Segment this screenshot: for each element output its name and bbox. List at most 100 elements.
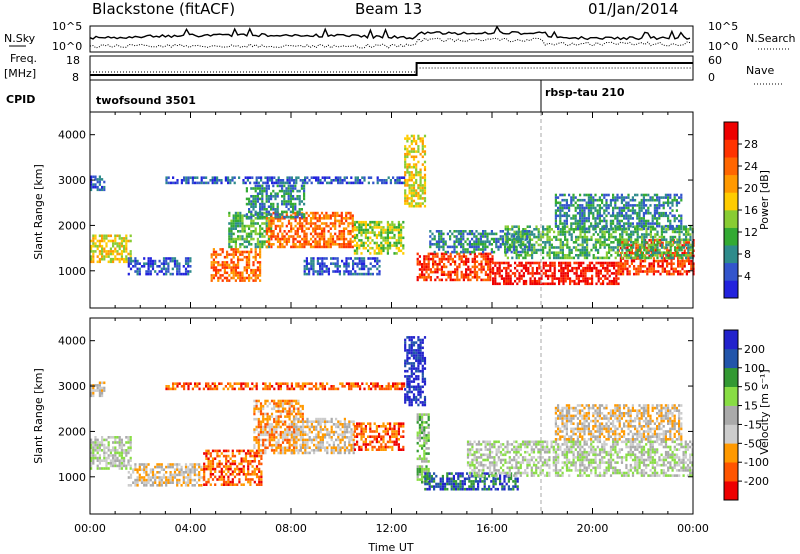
power-cell bbox=[151, 262, 155, 265]
power-cell bbox=[145, 262, 148, 265]
power-cell bbox=[267, 187, 270, 190]
power-cell bbox=[496, 261, 499, 265]
power-cell bbox=[524, 254, 527, 257]
power-cell bbox=[671, 230, 674, 234]
velocity-cell bbox=[171, 476, 174, 479]
power-cell bbox=[676, 238, 679, 241]
power-cell bbox=[636, 214, 639, 218]
power-cell bbox=[342, 217, 346, 220]
power-cell bbox=[230, 245, 233, 249]
power-cell bbox=[506, 225, 509, 228]
power-cell bbox=[574, 219, 577, 223]
power-cell bbox=[610, 248, 613, 252]
velocity-cell bbox=[105, 438, 108, 442]
velocity-cell bbox=[227, 478, 230, 481]
power-cell bbox=[621, 235, 624, 239]
power-cell bbox=[667, 224, 670, 228]
power-cell bbox=[625, 214, 628, 218]
velocity-cell bbox=[151, 471, 155, 474]
velocity-cell bbox=[103, 454, 106, 457]
power-colorbar-swatch bbox=[724, 280, 738, 299]
velocity-cell bbox=[211, 460, 215, 463]
power-cell bbox=[92, 255, 95, 258]
velocity-cell bbox=[189, 471, 192, 474]
power-cell bbox=[278, 213, 281, 216]
power-cell bbox=[314, 214, 317, 217]
power-cell bbox=[479, 237, 482, 241]
power-cell bbox=[241, 258, 244, 262]
power-cell bbox=[583, 206, 586, 210]
power-cell bbox=[331, 214, 335, 217]
power-cell bbox=[358, 220, 361, 224]
power-cell bbox=[535, 225, 538, 228]
power-cell bbox=[287, 240, 291, 243]
power-cell bbox=[234, 266, 237, 269]
power-cell bbox=[647, 225, 650, 228]
power-cell bbox=[320, 227, 324, 230]
power-cell bbox=[486, 240, 489, 243]
velocity-cell bbox=[249, 454, 252, 458]
power-cell bbox=[496, 272, 499, 275]
power-cell bbox=[278, 215, 281, 219]
power-cell bbox=[272, 195, 275, 198]
power-cell bbox=[599, 256, 602, 260]
power-cell bbox=[675, 209, 678, 212]
power-cell bbox=[689, 238, 692, 241]
power-cell bbox=[433, 243, 436, 246]
power-cell bbox=[605, 201, 608, 205]
power-cell bbox=[385, 181, 388, 185]
power-cell bbox=[454, 260, 457, 263]
power-cell bbox=[634, 204, 637, 207]
power-cell bbox=[612, 214, 615, 218]
power-cell bbox=[672, 272, 675, 276]
power-cell bbox=[465, 276, 468, 279]
power-cell bbox=[531, 266, 534, 270]
power-cell bbox=[548, 254, 551, 257]
power-band bbox=[245, 184, 306, 219]
power-cell bbox=[281, 222, 284, 225]
velocity-cell bbox=[251, 449, 254, 453]
power-cell bbox=[649, 256, 652, 260]
power-cell bbox=[223, 268, 226, 272]
power-cell bbox=[454, 273, 457, 276]
power-cell bbox=[612, 230, 615, 234]
velocity-cell bbox=[103, 381, 106, 385]
power-cell bbox=[647, 243, 650, 247]
power-cell bbox=[156, 272, 159, 276]
power-cell bbox=[562, 266, 565, 270]
power-cell bbox=[283, 235, 286, 238]
power-cell bbox=[542, 246, 545, 249]
power-cell bbox=[675, 201, 678, 205]
power-cell bbox=[210, 261, 213, 264]
power-cell bbox=[509, 274, 512, 278]
power-cell bbox=[265, 222, 268, 225]
power-cell bbox=[292, 208, 295, 211]
power-cell bbox=[522, 266, 525, 270]
velocity-cell bbox=[203, 465, 206, 468]
power-cell bbox=[334, 224, 337, 228]
power-cell bbox=[590, 201, 593, 205]
velocity-cell bbox=[180, 484, 183, 487]
power-cell bbox=[477, 245, 480, 249]
power-cell bbox=[223, 266, 226, 269]
power-cell bbox=[683, 259, 686, 263]
velocity-cell bbox=[129, 456, 132, 460]
power-cell bbox=[419, 204, 422, 208]
power-cell bbox=[626, 246, 629, 250]
power-cell bbox=[602, 266, 605, 270]
power-cell bbox=[380, 244, 383, 247]
velocity-cell bbox=[220, 473, 223, 476]
velocity-cell bbox=[209, 473, 212, 476]
velocity-cell bbox=[207, 457, 210, 460]
power-cell bbox=[180, 179, 183, 182]
velocity-cell bbox=[103, 459, 106, 462]
power-cell bbox=[234, 263, 237, 267]
power-cell bbox=[583, 193, 586, 197]
power-cell bbox=[637, 246, 640, 250]
power-cell bbox=[689, 235, 692, 239]
power-cell bbox=[656, 251, 659, 254]
power-cell bbox=[160, 270, 163, 273]
power-cell bbox=[237, 211, 240, 215]
power-cell bbox=[303, 215, 306, 219]
power-cell bbox=[241, 222, 244, 225]
